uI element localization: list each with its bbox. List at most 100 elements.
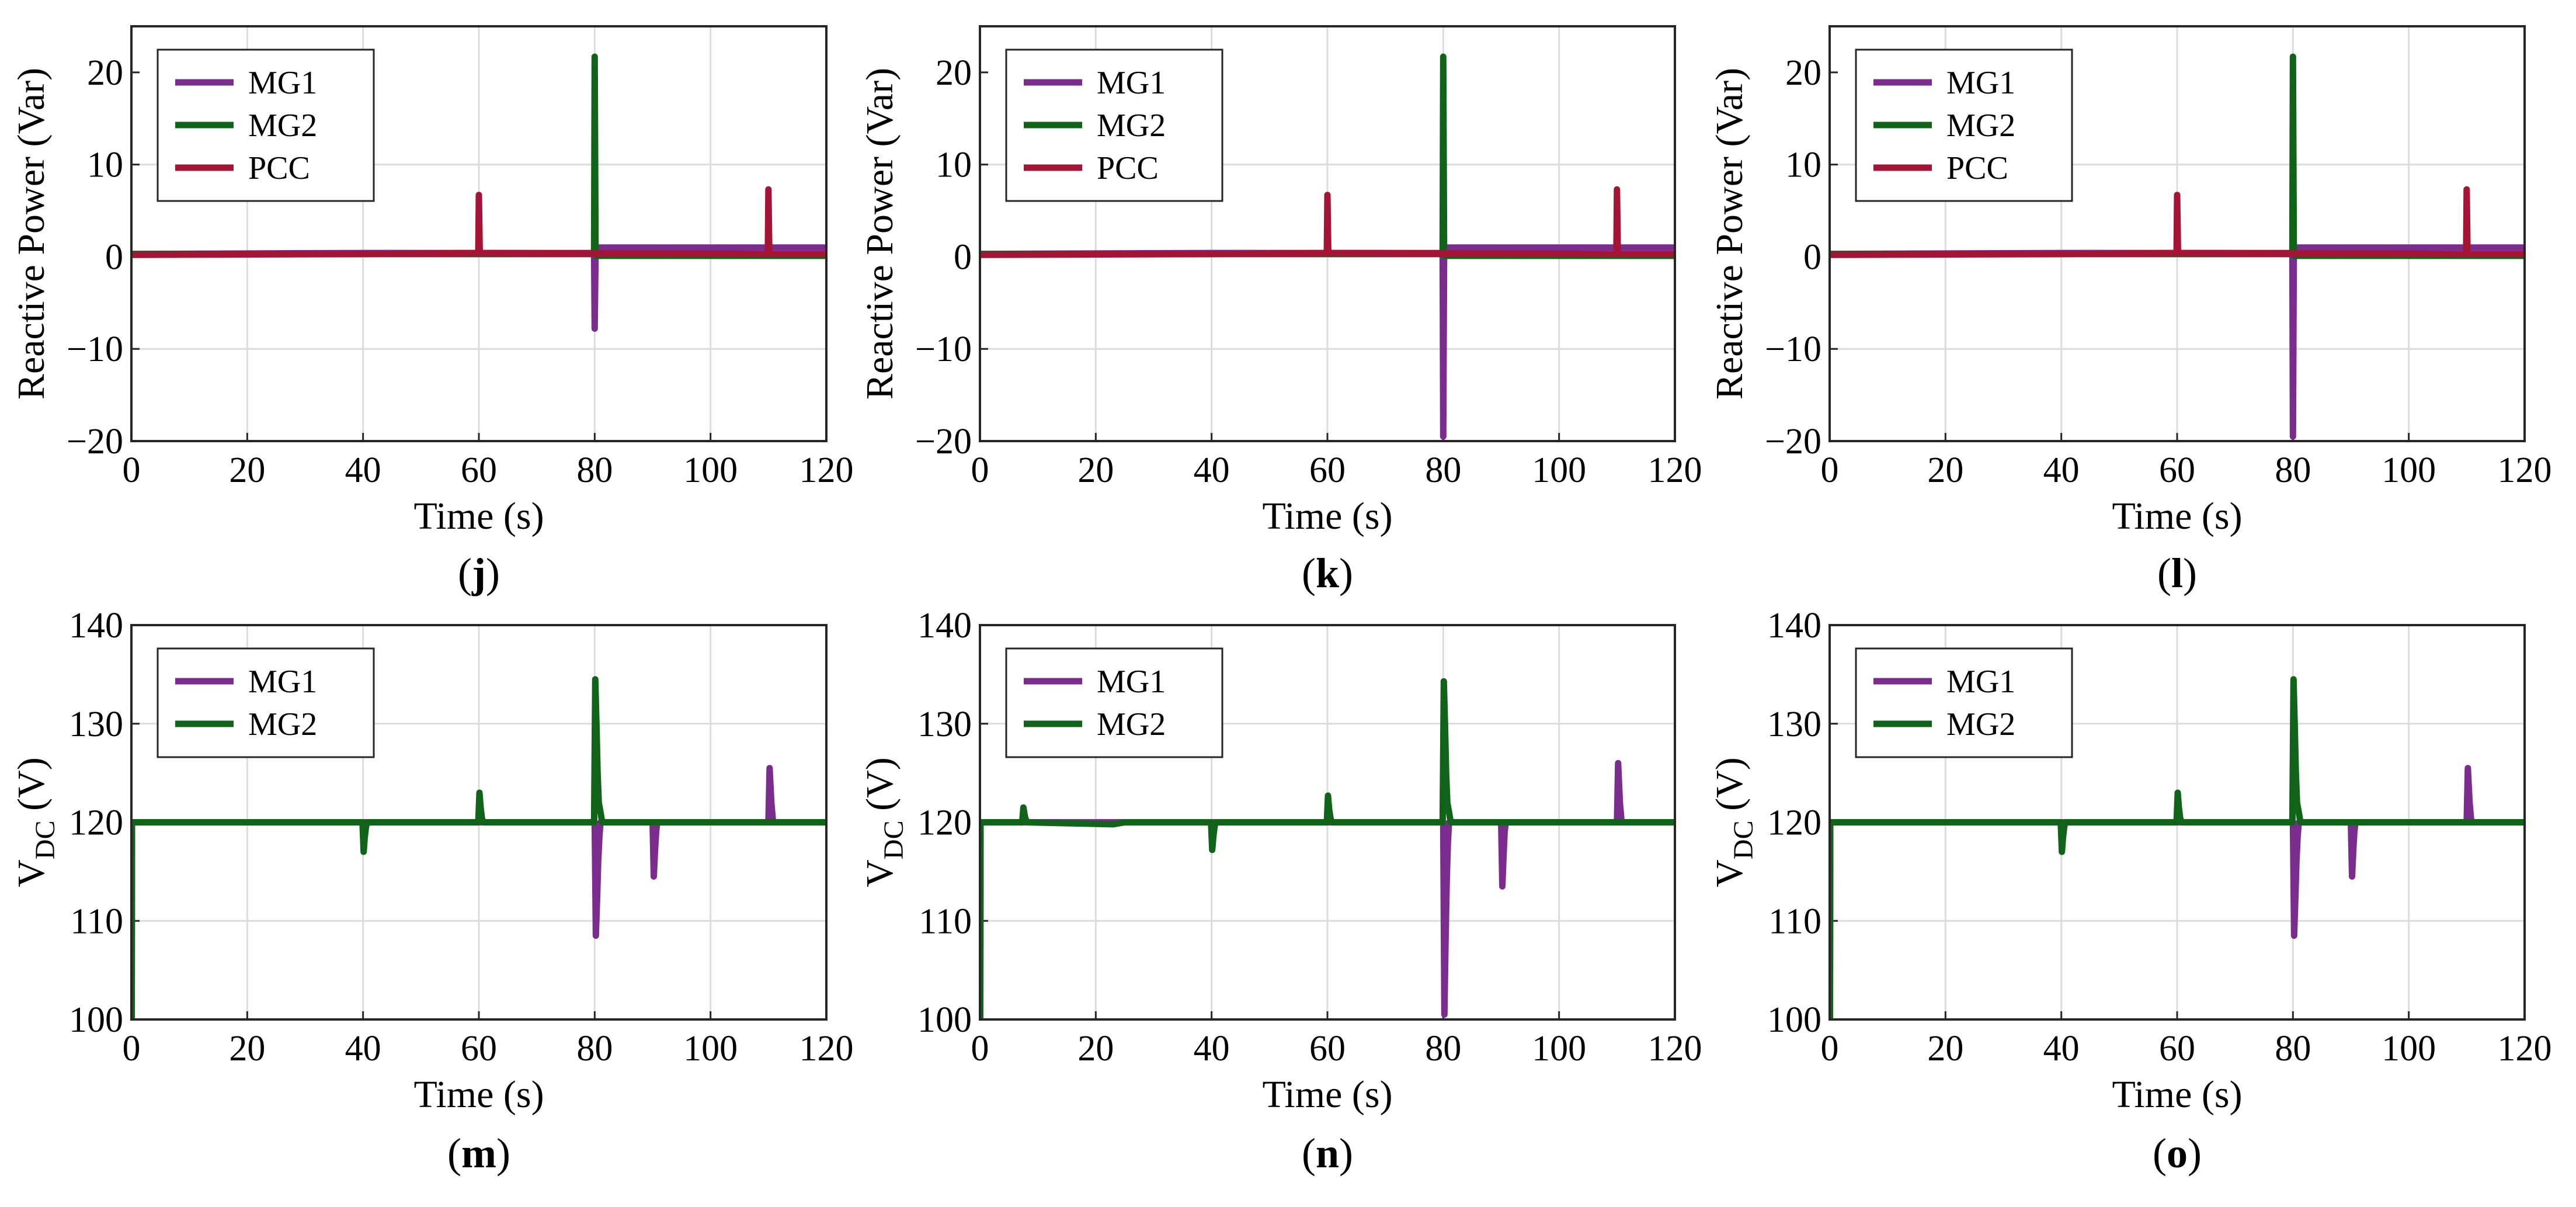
chart-n-x-tick-label: 80 (1425, 1029, 1461, 1069)
chart-n-legend-box (1005, 647, 1223, 758)
chart-k-panel-label: (k) (1302, 550, 1353, 596)
chart-l-legend-label-pcc: PCC (1946, 150, 2008, 186)
chart-n-panel-label: (n) (1302, 1130, 1353, 1177)
chart-m-x-tick-label: 60 (461, 1029, 497, 1069)
chart-l-series-group (1830, 53, 2525, 440)
chart-l-x-tick-label: 60 (2159, 450, 2195, 490)
chart-j-y-tick-label: −20 (67, 422, 123, 462)
chart-j-legend: MG1 MG2 PCC (157, 48, 375, 202)
chart-m-legend-label-mg1: MG1 (248, 664, 317, 700)
chart-l-y-tick-label: −20 (1765, 422, 1821, 462)
chart-m-panel-label-letter: m (461, 1130, 496, 1177)
chart-j-x-tick-label: 60 (461, 450, 497, 490)
chart-k-legend-label-mg1: MG1 (1097, 65, 1166, 101)
chart-n-series-mg2 (980, 678, 1675, 1019)
chart-o-y-tick-label: 100 (1767, 1000, 1821, 1040)
chart-m-y-tick-label: 130 (69, 705, 123, 744)
chart-n-x-tick-label: 20 (1077, 1029, 1114, 1069)
chart-n-y-axis-label-subscript: DC (878, 820, 909, 859)
chart-m-y-tick-label: 100 (69, 1000, 123, 1040)
chart-l-legend-label-mg2: MG2 (1946, 107, 2015, 144)
chart-k-legend-label-pcc: PCC (1097, 150, 1159, 186)
chart-l: 0 20 40 60 80 100 120 −20 −10 0 10 20 MG1 MG2 PCC Time … (1708, 25, 2552, 596)
chart-j-y-axis-label: Reactive Power (Var) (10, 68, 53, 400)
chart-n-y-tick-label: 100 (917, 1000, 972, 1040)
chart-m-panel-label-open: ( (447, 1130, 461, 1177)
chart-m-x-tick-label: 40 (345, 1029, 381, 1069)
chart-j-x-tick-label: 40 (345, 450, 381, 490)
chart-n-series-group (980, 678, 1675, 1019)
chart-n-y-tick-label: 110 (919, 901, 972, 941)
chart-o-x-tick-label: 100 (2382, 1029, 2436, 1069)
chart-k-legend: MG1 MG2 PCC (1005, 48, 1223, 202)
chart-o-y-tick-label: 140 (1767, 606, 1821, 646)
chart-o-series-group (1830, 676, 2525, 1019)
chart-m-series-mg2 (131, 676, 826, 1019)
chart-k-x-tick-label: 120 (1648, 450, 1702, 490)
chart-n-legend-label-mg2: MG2 (1097, 706, 1166, 743)
chart-o-y-axis-label: VDC (V) (1708, 757, 1759, 887)
chart-k-panel-label-letter: k (1316, 550, 1339, 596)
chart-n-y-axis-label-main: V (858, 859, 901, 887)
chart-n-x-tick-label: 60 (1309, 1029, 1346, 1069)
chart-m-y-tick-label: 110 (70, 901, 123, 941)
chart-n-x-tick-label: 100 (1532, 1029, 1586, 1069)
chart-m-legend-box (157, 647, 375, 758)
chart-n: 0 20 40 60 80 100 120100110120130140MG1MG2Time… (858, 606, 1702, 1177)
chart-m: 0 20 40 60 80 100 120100110120130140MG1MG2Time… (10, 606, 854, 1177)
chart-n-y-tick-label: 130 (917, 705, 972, 744)
chart-n-x-axis-label: Time (s) (1262, 1073, 1392, 1116)
chart-m-x-tick-label: 120 (799, 1029, 854, 1069)
chart-n-panel-label-letter: n (1316, 1130, 1339, 1177)
chart-k-y-tick-label: −10 (915, 330, 972, 369)
chart-m-x-axis-label: Time (s) (413, 1073, 544, 1116)
chart-m-y-axis-label-main: V (10, 859, 53, 887)
chart-l-x-tick-label: 120 (2498, 450, 2552, 490)
chart-o-panel-label-letter: o (2167, 1130, 2188, 1177)
chart-k-series-group (980, 53, 1675, 440)
chart-j-series-pcc (131, 186, 826, 258)
chart-j-panel-label-letter: j (471, 550, 486, 596)
chart-k-series-pcc (980, 186, 1675, 258)
chart-o-frame (1828, 624, 2526, 1021)
chart-j-x-tick-label: 0 (123, 450, 141, 490)
chart-j-x-tick-label: 120 (799, 450, 854, 490)
chart-n-y-tick-label: 120 (917, 803, 972, 843)
chart-j-legend-label-pcc: PCC (248, 150, 310, 186)
chart-l-panel-label-open: ( (2157, 550, 2171, 596)
chart-o-y-axis-label-subscript: DC (1728, 820, 1759, 859)
chart-l-x-tick-label: 20 (1927, 450, 1963, 490)
chart-o-x-axis-label: Time (s) (2112, 1073, 2242, 1116)
chart-k-legend-label-mg2: MG2 (1097, 107, 1166, 144)
chart-l-y-tick-label: 0 (1803, 237, 1821, 277)
chart-o-y-tick-label: 120 (1767, 803, 1821, 843)
chart-n-y-tick-label: 140 (917, 606, 972, 646)
chart-l-panel-label-letter: l (2171, 550, 2183, 596)
chart-k-x-tick-label: 100 (1532, 450, 1586, 490)
chart-n-x-tick-label: 0 (971, 1029, 989, 1069)
chart-j-legend-label-mg1: MG1 (248, 65, 317, 101)
chart-j-y-tick-label: −10 (67, 330, 123, 369)
chart-m-panel-label: (m) (447, 1130, 510, 1177)
chart-l-x-tick-label: 40 (2043, 450, 2080, 490)
chart-k-x-tick-label: 20 (1077, 450, 1114, 490)
chart-n-panel-label-close: ) (1339, 1130, 1353, 1177)
chart-o-x-tick-label: 20 (1927, 1029, 1963, 1069)
chart-l-x-tick-label: 80 (2275, 450, 2311, 490)
chart-o-series-mg2 (1830, 676, 2525, 1019)
chart-j-x-axis-label: Time (s) (413, 495, 544, 537)
chart-l-series-pcc (1830, 186, 2525, 258)
chart-m-x-tick-label: 80 (576, 1029, 613, 1069)
chart-j-frame (130, 25, 828, 442)
chart-k-y-tick-label: −20 (915, 422, 972, 462)
chart-m-x-tick-label: 100 (683, 1029, 738, 1069)
chart-o-panel-label-open: ( (2153, 1130, 2167, 1177)
chart-j-panel-label-open: ( (458, 550, 472, 596)
chart-l-frame (1828, 25, 2526, 442)
chart-m-panel-label-close: ) (496, 1130, 510, 1177)
chart-o-panel-label: (o) (2153, 1130, 2202, 1177)
chart-l-legend-label-mg1: MG1 (1946, 65, 2015, 101)
